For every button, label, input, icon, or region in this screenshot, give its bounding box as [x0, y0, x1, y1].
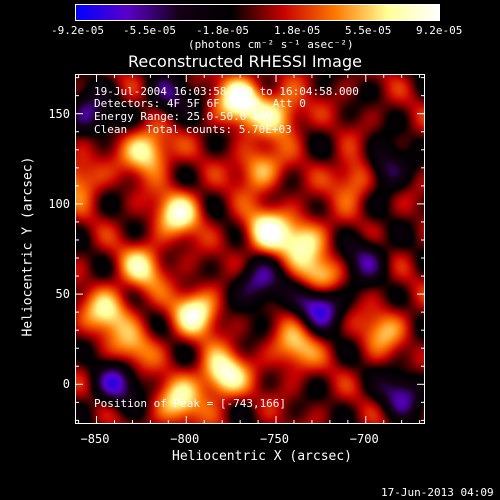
- colorbar-tick-label: 1.8e-05: [274, 24, 321, 37]
- total-counts-annotation: Total counts: 5.70E+03: [146, 123, 292, 136]
- chart-title: Reconstructed RHESSI Image: [128, 52, 362, 71]
- colorbar-tick-label: -9.2e-05: [51, 24, 104, 37]
- y-tick-label: 50: [55, 287, 70, 302]
- colorbar-tick-label: 9.2e-05: [416, 24, 463, 37]
- energy-range-annotation: Energy Range: 25.0-50.0 keV: [94, 110, 273, 123]
- x-axis-title: Heliocentric X (arcsec): [172, 449, 353, 464]
- detectors-annotation: Detectors: 4F 5F 6F 7F 8F, Att 0: [94, 97, 306, 110]
- x-tick-label: −850: [80, 432, 110, 446]
- colorbar-tick-label: -5.5e-05: [123, 24, 176, 37]
- plot-area: [75, 74, 425, 424]
- colorbar-tick-label: -1.8e-05: [196, 24, 249, 37]
- peak-position-annotation: Position of Peak = [-743,166]: [94, 397, 287, 410]
- x-tick-label: −750: [260, 432, 289, 446]
- x-tick-label: −700: [349, 432, 379, 446]
- heatmap-image: [76, 75, 424, 423]
- algorithm-annotation: Clean: [94, 123, 128, 136]
- y-tick-label: 0: [62, 377, 70, 392]
- date-range-annotation: 19-Jul-2004 16:03:58.000 to 16:04:58.000: [94, 85, 359, 98]
- colorbar-units-label: (photons cm⁻² s⁻¹ asec⁻²): [188, 38, 354, 51]
- y-tick-label: 150: [48, 106, 70, 121]
- x-tick-label: −800: [170, 432, 200, 446]
- y-tick-label: 100: [48, 196, 70, 211]
- y-axis-title: Heliocentric Y (arcsec): [20, 156, 36, 337]
- timestamp: 17-Jun-2013 04:09: [381, 486, 494, 499]
- colorbar-tick-label: 5.5e-05: [345, 24, 392, 37]
- colorbar-gradient: [75, 4, 440, 21]
